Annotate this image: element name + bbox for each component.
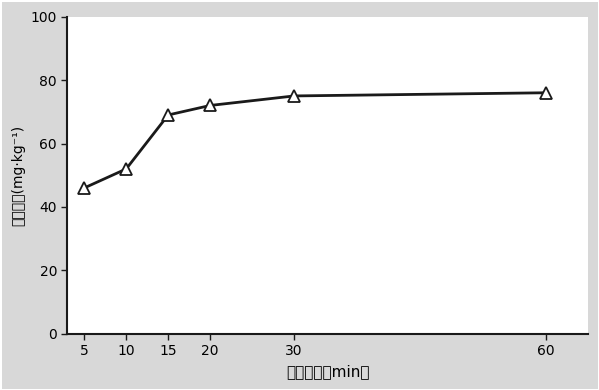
Y-axis label: 二氧化硫(mg·kg⁻¹): 二氧化硫(mg·kg⁻¹) <box>11 125 25 226</box>
X-axis label: 蚕馏时间（min）: 蚕馏时间（min） <box>286 364 370 379</box>
